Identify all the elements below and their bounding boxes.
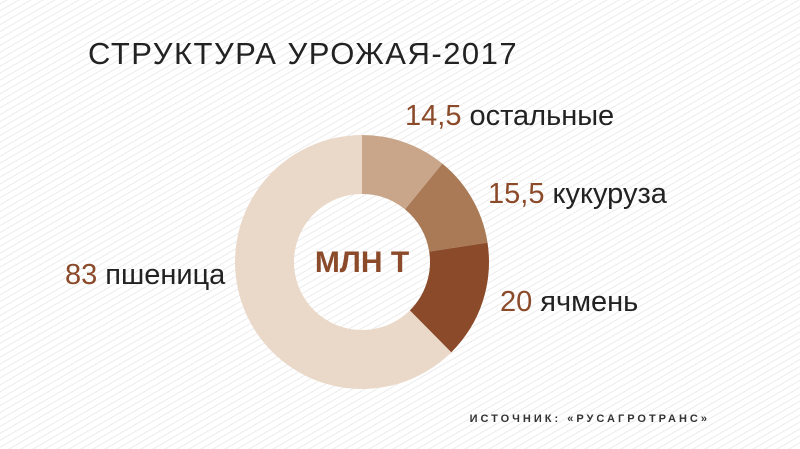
center-label: МЛН Т xyxy=(315,246,409,279)
slice-label: 20 ячмень xyxy=(500,286,638,318)
slice-label: 15,5 кукуруза xyxy=(488,178,668,210)
donut-slice xyxy=(405,163,488,252)
category-label: ячмень xyxy=(540,286,638,318)
donut-slice xyxy=(362,135,443,210)
category-label: кукуруза xyxy=(552,178,667,210)
donut-slice xyxy=(409,242,489,353)
category-label: остальные xyxy=(469,100,614,132)
category-label: пшеница xyxy=(105,259,226,291)
value-label: 14,5 xyxy=(405,100,461,132)
slice-label: 14,5 остальные xyxy=(405,100,614,132)
source: ИСТОЧНИК: «РУСАГРОТРАНС» xyxy=(470,413,710,425)
value-label: 15,5 xyxy=(488,178,544,210)
slice-label: 83 пшеница xyxy=(65,259,226,291)
chart-title: СТРУКТУРА УРОЖАЯ-2017 xyxy=(88,36,518,71)
value-label: 83 xyxy=(65,259,97,291)
value-label: 20 xyxy=(500,286,532,318)
donut-slice xyxy=(235,135,452,390)
